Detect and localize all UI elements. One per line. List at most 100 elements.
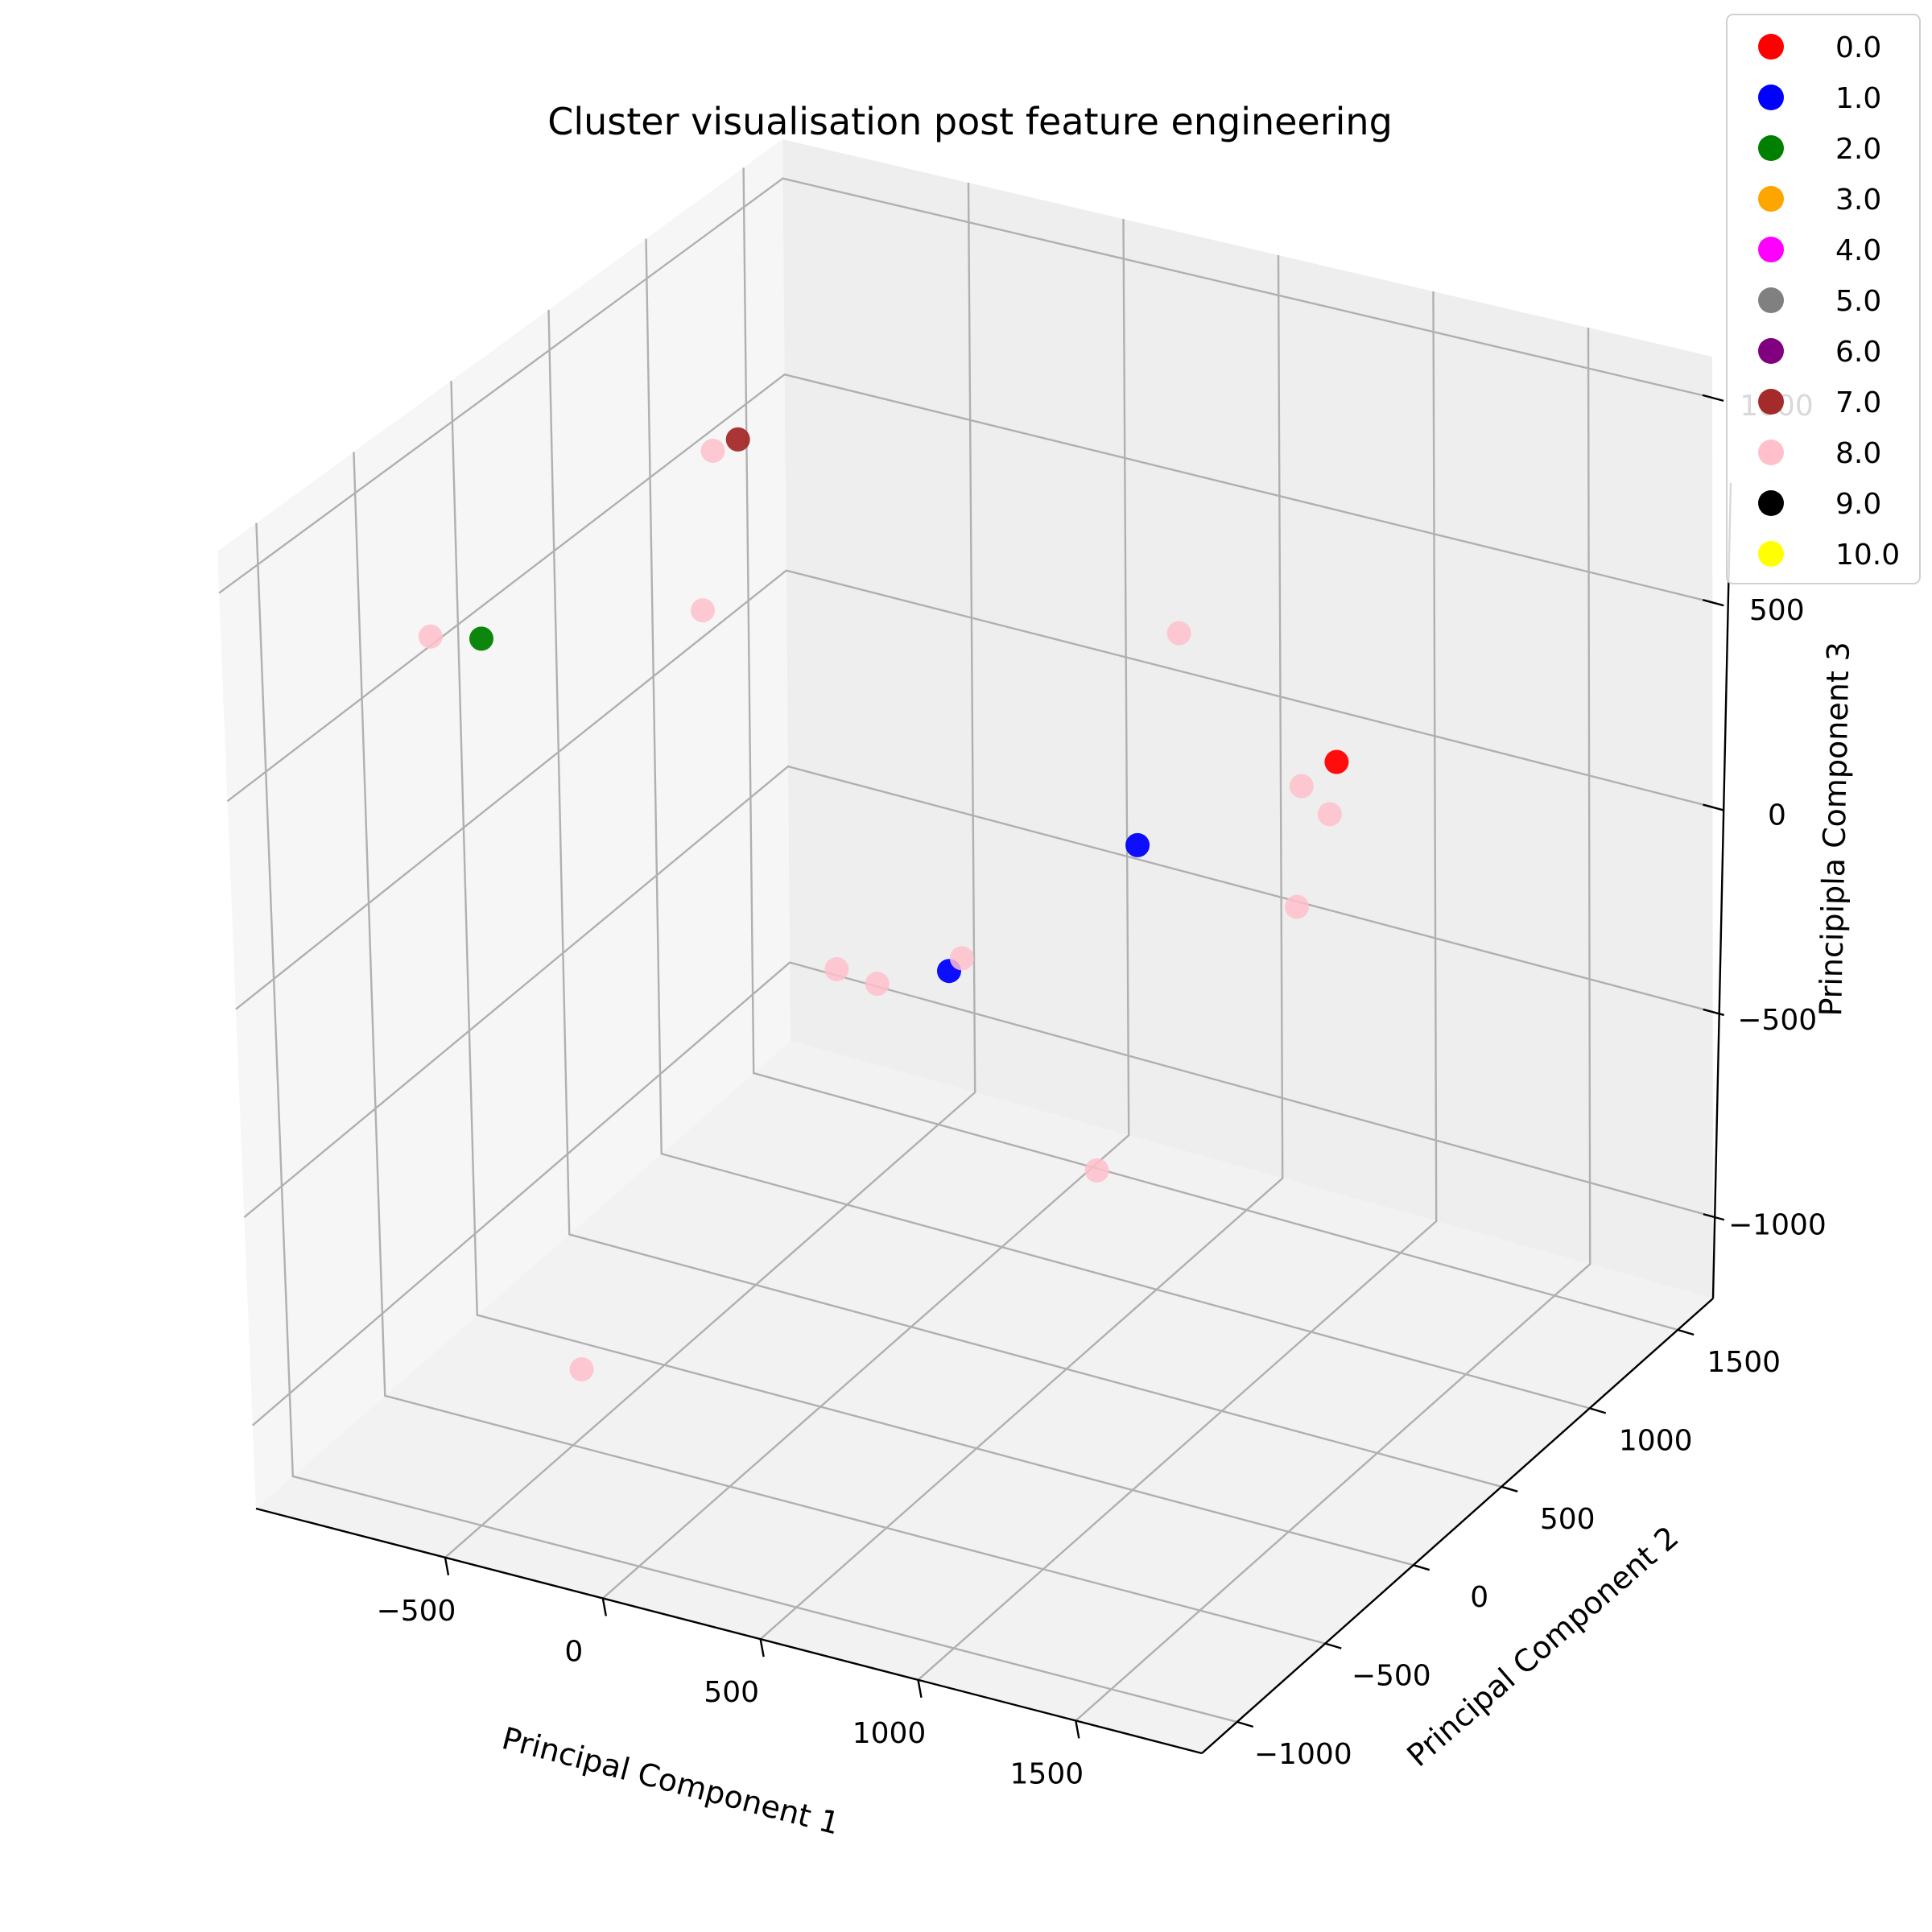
legend: 0.0 1.0 2.0 3.0 4.0 5.0 6.0 7.0 8.0 9.0 10.0 [1726,14,1921,584]
z-tick-label: 500 [1749,594,1805,627]
floor-pane [256,1041,1713,1753]
z-tick-mark [1703,1008,1725,1017]
data-point [1084,1158,1109,1183]
y-tick-mark [1589,1407,1607,1414]
data-point [1317,802,1342,827]
x-grid-line [917,291,1438,1681]
z-grid-line [226,373,1713,803]
legend-label: 3.0 [1835,184,1881,217]
data-point [824,957,849,981]
z-grid-line [235,569,1713,1010]
y-tick-label: −500 [1352,1660,1431,1693]
z-tick-mark [1702,394,1724,402]
legend-box [1726,14,1921,584]
x-tick-mark [917,1679,923,1699]
x-tick-mark [759,1638,765,1657]
x-tick-label: 1500 [1010,1757,1084,1790]
y-axis-line [1201,1298,1714,1754]
legend-marker [1758,237,1784,262]
y-tick-mark [1677,1328,1695,1336]
y-grid-line [450,381,1414,1567]
y-tick-label: −1000 [1254,1738,1352,1771]
data-points [418,427,1349,1381]
x-tick-mark [601,1598,608,1616]
data-point [1285,894,1309,919]
y-tick-label: 0 [1470,1581,1488,1614]
y-tick-mark [1413,1564,1430,1571]
x-tick-label: 1000 [852,1717,927,1750]
legend-marker [1758,135,1784,161]
legend-label: 7.0 [1835,386,1881,419]
legend-label: 8.0 [1835,437,1881,470]
legend-marker [1758,541,1784,567]
legend-label: 9.0 [1835,488,1881,521]
data-point [1324,749,1349,774]
axes [255,482,1732,1755]
y-grid-line [255,522,1238,1724]
legend-label: 6.0 [1835,336,1881,369]
legend-marker [1758,85,1784,110]
z-tick-label: −1000 [1728,1208,1827,1241]
data-point [691,598,715,623]
legend-marker [1758,186,1784,212]
z-tick-label: −500 [1737,1004,1817,1037]
data-point [700,439,725,463]
data-point [949,946,974,971]
x-tick-label: −500 [377,1595,456,1628]
data-point [469,626,493,651]
legend-marker [1758,34,1784,60]
y-axis-label: Principal Component 2 [1400,1519,1685,1773]
x-tick-mark [1075,1720,1080,1739]
x-grid-line [759,254,1284,1641]
y-grid-line [742,167,1678,1331]
y-grid-line [645,238,1591,1410]
legend-label: 10.0 [1835,539,1900,572]
x-tick-label: 500 [704,1676,759,1709]
legend-marker [1758,440,1784,465]
z-grid-line [252,961,1714,1426]
legend-label: 0.0 [1835,31,1881,64]
y-grid-line [353,452,1326,1645]
x-grid-line [602,218,1130,1600]
legend-marker [1758,287,1784,313]
x-axis-line [255,1507,1203,1755]
back-pane [782,139,1713,1298]
z-axis-line [1711,482,1732,1299]
chart-title: Cluster visualisation post feature engin… [547,100,1393,143]
z-axis-label: Principipla Component 3 [1813,642,1856,1017]
legend-label: 2.0 [1835,133,1881,166]
y-tick-label: 1000 [1619,1424,1693,1457]
z-tick-mark [1703,1213,1725,1221]
data-point [1289,774,1314,799]
legend-label: 5.0 [1835,285,1881,318]
legend-label: 1.0 [1835,82,1881,115]
data-point [1166,621,1191,646]
y-tick-label: 500 [1540,1503,1596,1536]
x-grid-line [444,182,976,1558]
y-tick-mark [1236,1720,1254,1728]
z-tick-label: 0 [1768,799,1786,832]
legend-marker [1758,490,1784,516]
y-grid-line [547,309,1502,1488]
data-point [418,624,443,649]
y-tick-mark [1324,1642,1342,1649]
data-point [865,972,890,997]
y-tick-mark [1501,1485,1518,1492]
grid-lines [218,167,1714,1724]
x-tick-mark [444,1557,450,1576]
legend-marker [1758,389,1784,415]
data-point [1125,832,1150,857]
x-tick-label: 0 [564,1635,583,1668]
data-point [725,427,750,452]
x-grid-line [1075,327,1591,1722]
z-grid-line [243,765,1714,1219]
legend-label: 4.0 [1835,234,1881,267]
data-point [569,1357,594,1381]
z-tick-mark [1702,599,1724,607]
z-tick-mark [1703,803,1724,811]
z-grid-line [218,177,1713,594]
x-axis-label: Principal Component 1 [498,1720,843,1841]
legend-marker [1758,338,1784,364]
y-tick-label: 1500 [1707,1346,1781,1379]
